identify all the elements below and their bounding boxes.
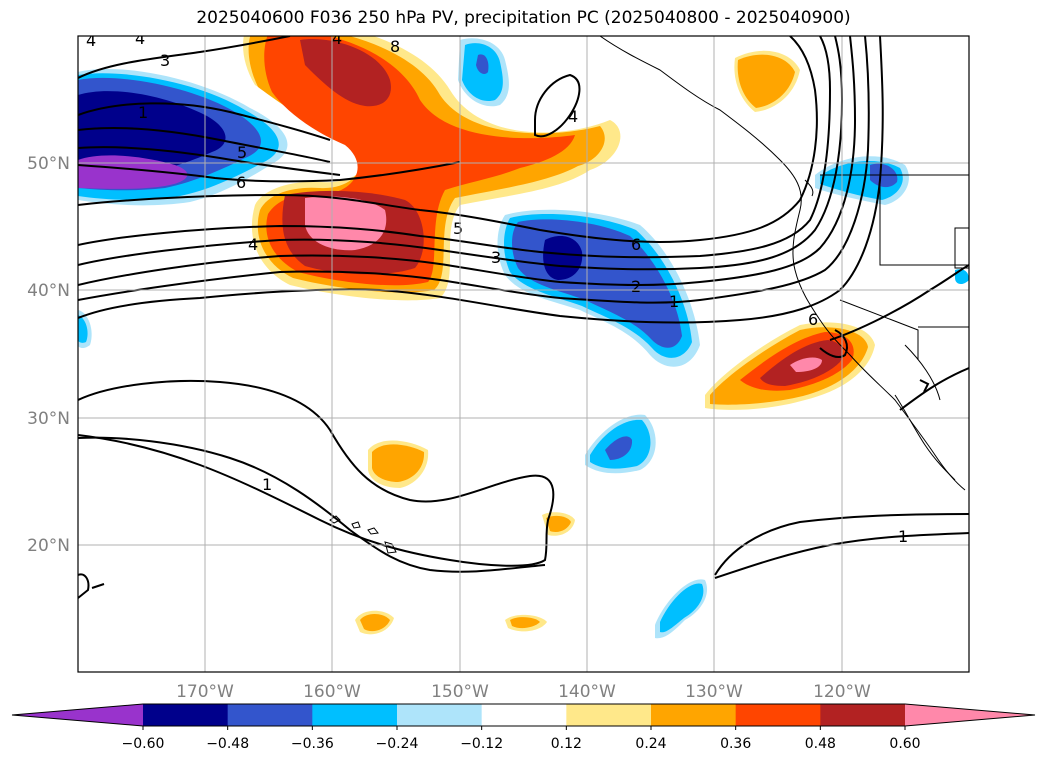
contour-label: 5	[237, 143, 247, 162]
pv-contours	[78, 36, 969, 599]
colorbar-segment	[735, 704, 821, 726]
colorbar-tick-label: 0.48	[805, 736, 836, 752]
negative-anomaly-nw	[78, 69, 288, 206]
colorbar-segment	[227, 704, 313, 726]
contour-labels: 3 4 4 4 4 8 1 5 6 4 5 3 6 2 1 1 1 6	[86, 29, 908, 546]
contour-label: 4	[332, 29, 342, 48]
contour-label: 3	[160, 51, 170, 70]
lon-label: 120°W	[813, 682, 871, 702]
contour-label: 2	[631, 277, 641, 296]
colorbar-tick-label: 0.12	[551, 736, 582, 752]
lon-label: 150°W	[431, 682, 489, 702]
colorbar-tick-label: −0.12	[460, 736, 503, 752]
colorbar-tick-label: 0.24	[635, 736, 666, 752]
map-title: 2025040600 F036 250 hPa PV, precipitatio…	[196, 8, 851, 28]
lon-label: 130°W	[685, 682, 743, 702]
lon-label: 170°W	[176, 682, 234, 702]
contour-label: 1	[898, 527, 908, 546]
lat-label: 50°N	[27, 154, 70, 174]
colorbar-tick-label: 0.60	[889, 736, 920, 752]
colorbar-segment	[820, 704, 906, 726]
colorbar-tick-label: −0.60	[122, 736, 165, 752]
colorbar-segment	[651, 704, 737, 726]
colorbar-segment	[143, 704, 229, 726]
contour-label: 5	[453, 219, 463, 238]
contour-label: 6	[631, 235, 641, 254]
contour-label: 4	[86, 31, 96, 50]
contour-label: 6	[808, 310, 818, 329]
lat-axis: 50°N 40°N 30°N 20°N	[27, 154, 70, 556]
colorbar-tick-label: −0.48	[206, 736, 249, 752]
lon-label: 140°W	[558, 682, 616, 702]
colorbar-tick-label: −0.36	[291, 736, 334, 752]
contour-label: 1	[138, 103, 148, 122]
colorbar-extend-max	[905, 704, 1035, 726]
contour-label: 4	[568, 107, 578, 126]
colorbar-segment	[566, 704, 652, 726]
colorbar: −0.60 −0.48 −0.36 −0.24 −0.12 0.12 0.24 0.36 0.4…	[11, 703, 1036, 752]
positive-anomaly-california	[705, 322, 875, 410]
contour-label: 1	[669, 292, 679, 311]
contour-label: 1	[262, 475, 272, 494]
map-frame	[77, 35, 970, 673]
colorbar-segment	[481, 704, 567, 726]
colorbar-segment	[397, 704, 483, 726]
lon-label: 160°W	[303, 682, 361, 702]
lat-label: 30°N	[27, 409, 70, 429]
contour-label: 6	[236, 173, 246, 192]
contour-label: 4	[248, 235, 258, 254]
colorbar-extend-min	[12, 704, 143, 726]
contour-label: 3	[491, 248, 501, 267]
colorbar-tick-label: 0.36	[720, 736, 751, 752]
colorbar-tick-label: −0.24	[376, 736, 419, 752]
contour-label: 8	[390, 37, 400, 56]
gridlines	[78, 36, 969, 672]
contour-label: 4	[135, 29, 145, 48]
lon-axis: 170°W 160°W 150°W 140°W 130°W 120°W	[176, 682, 871, 702]
map-content: 3 4 4 4 4 8 1 5 6 4 5 3 6 2 1 1 1 6	[78, 29, 969, 672]
colorbar-segment	[312, 704, 398, 726]
lat-label: 40°N	[27, 281, 70, 301]
lat-label: 20°N	[27, 536, 70, 556]
